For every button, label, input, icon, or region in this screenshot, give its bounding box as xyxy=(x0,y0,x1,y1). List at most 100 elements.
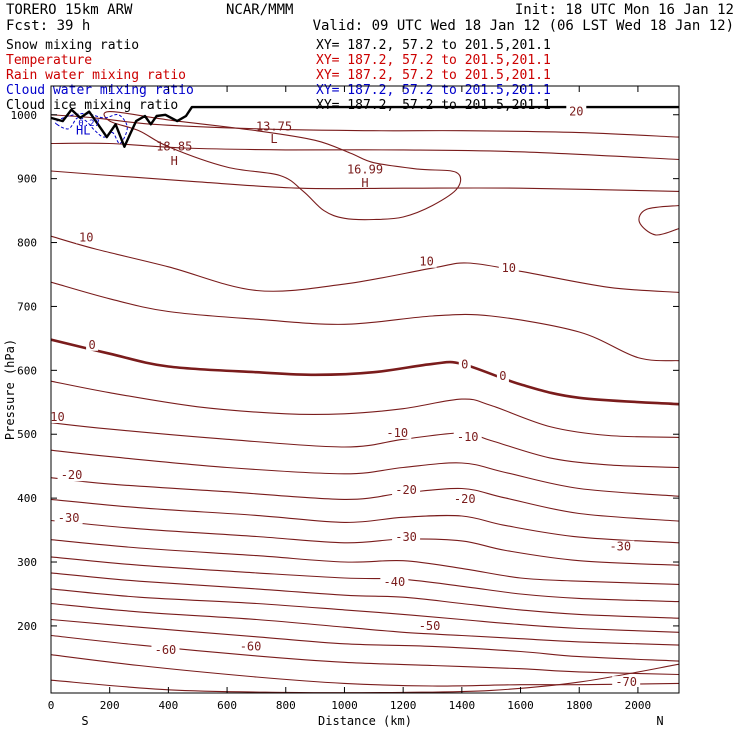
contour-label-bg xyxy=(416,255,437,268)
isotherm-m10 xyxy=(51,422,679,469)
legend-field-name: Snow mixing ratio xyxy=(6,38,139,53)
isotherm-3 xyxy=(51,170,679,192)
contour-label-bg xyxy=(415,619,444,632)
contour-label: 10 xyxy=(502,261,516,275)
contour-label-bg xyxy=(86,338,99,351)
contour-label: 13.75 xyxy=(256,119,292,133)
contour-label-bg xyxy=(51,410,68,423)
isotherm-m45 xyxy=(51,572,679,619)
x-tick-label: 800 xyxy=(276,699,296,712)
y-tick-label: 600 xyxy=(17,364,37,377)
isotherm-10 xyxy=(51,235,679,293)
legend-field-xy: XY= 187.2, 57.2 to 201.5,201.1 xyxy=(316,83,551,98)
isotherm-1 xyxy=(51,114,679,138)
contour-label: 20 xyxy=(569,105,583,119)
contour-layer: -70 -60 -60 -50 -40 -30 -30 -30 -20 -20 -20 -10 -10 -… xyxy=(43,105,679,693)
northern-cold-pocket xyxy=(638,204,679,236)
legend-field-name: Temperature xyxy=(6,53,92,68)
contour-label-bg xyxy=(458,358,471,371)
legend-field-name: Rain water mixing ratio xyxy=(6,68,186,83)
contour-label-bg xyxy=(612,676,641,689)
isotherm-m30 xyxy=(51,519,679,566)
legend-field-xy: XY= 187.2, 57.2 to 201.5,201.1 xyxy=(316,98,551,113)
legend-field-xy: XY= 187.2, 57.2 to 201.5,201.1 xyxy=(316,68,551,83)
x-tick-label: 1600 xyxy=(507,699,534,712)
contour-label-bg xyxy=(380,575,409,588)
init-time: Init: 18 UTC Mon 16 Jan 12 xyxy=(515,2,734,18)
isotherm-m20 xyxy=(51,477,679,522)
contour-label-bg xyxy=(392,531,421,544)
center-label: NCAR/MMM xyxy=(226,2,293,18)
x-tick-label: 1200 xyxy=(390,699,417,712)
legend-field-xy: XY= 187.2, 57.2 to 201.5,201.1 xyxy=(316,38,551,53)
x-tick-label: 1800 xyxy=(566,699,593,712)
contour-label: 16.99 xyxy=(347,163,383,177)
contour-label-bg xyxy=(606,540,635,553)
isotherm-m40 xyxy=(51,556,679,603)
forecast-hour: Fcst: 39 h xyxy=(6,18,90,34)
x-axis-label: Distance (km) xyxy=(318,714,412,728)
contour-label: 0 xyxy=(88,338,95,352)
contour-label-bg xyxy=(151,644,180,657)
contour-label-bg xyxy=(496,370,509,383)
isotherm-5 xyxy=(51,281,679,362)
extremum-marker: H xyxy=(361,176,368,190)
x-tick-label: 200 xyxy=(100,699,120,712)
plot-frame xyxy=(50,85,680,694)
contour-label: -10 xyxy=(386,426,408,440)
y-tick-label: 900 xyxy=(17,173,37,186)
model-title: TORERO 15km ARW xyxy=(6,2,133,18)
y-tick-label: 200 xyxy=(17,620,37,633)
valid-time: Valid: 09 UTC Wed 18 Jan 12 (06 LST Wed … xyxy=(313,18,734,34)
terrain-line xyxy=(51,105,679,148)
contour-label-bg xyxy=(383,426,412,439)
contour-label: 0 xyxy=(499,369,506,383)
contour-label-bg xyxy=(392,483,421,496)
header: TORERO 15km ARW NCAR/MMM Init: 18 UTC Mo… xyxy=(6,2,734,34)
x-tick-label: 0 xyxy=(48,699,55,712)
isotherm-m70 xyxy=(51,654,679,687)
contour-label: -50 xyxy=(419,619,441,633)
isotherm-0 xyxy=(51,338,679,406)
y-tick-label: 500 xyxy=(17,428,37,441)
isotherm-m60 xyxy=(51,618,679,662)
contour-label: -60 xyxy=(240,639,262,653)
isotherm-m50 xyxy=(51,588,679,633)
contour-label: -30 xyxy=(395,530,417,544)
contour-label-bg xyxy=(57,469,86,482)
contour-label: -10 xyxy=(43,410,65,424)
x-tick-label: 2000 xyxy=(625,699,652,712)
plot-area: -70 -60 -60 -50 -40 -30 -30 -30 -20 -20 -20 -10 -10 -… xyxy=(3,85,680,728)
contour-label-bg xyxy=(54,511,83,524)
isotherm-m65 xyxy=(51,634,679,676)
contour-label: -60 xyxy=(155,643,177,657)
legend-field-name: Cloud water mixing ratio xyxy=(6,83,194,98)
contour-label: -20 xyxy=(454,492,476,506)
contour-label: -20 xyxy=(395,483,417,497)
extremum-marker: H xyxy=(171,154,178,168)
isotherm-m35 xyxy=(51,539,679,585)
south-end-label: S xyxy=(81,714,88,728)
isotherm-2 xyxy=(51,142,679,161)
field-legend: Snow mixing ratio XY= 187.2, 57.2 to 201.… xyxy=(6,38,551,113)
north-end-label: N xyxy=(656,714,663,728)
contour-label: -10 xyxy=(457,430,479,444)
x-tick-label: 1000 xyxy=(331,699,358,712)
x-tick-label: 600 xyxy=(217,699,237,712)
isotherm-m15 xyxy=(51,449,679,497)
isotherm-m55 xyxy=(51,602,679,646)
contour-label: 10 xyxy=(419,255,433,269)
contour-label: -30 xyxy=(609,540,631,554)
contour-label-bg xyxy=(498,262,519,275)
x-tick-label: 400 xyxy=(158,699,178,712)
contour-label-bg xyxy=(450,492,479,505)
isotherm-m25 xyxy=(51,498,679,544)
y-tick-label: 400 xyxy=(17,492,37,505)
extremum-marker: HL xyxy=(76,124,90,138)
isotherm-m75 xyxy=(51,663,679,693)
y-tick-label: 700 xyxy=(17,300,37,313)
contour-label-bg xyxy=(453,430,482,443)
contour-label: -70 xyxy=(615,675,637,689)
y-tick-label: 300 xyxy=(17,556,37,569)
